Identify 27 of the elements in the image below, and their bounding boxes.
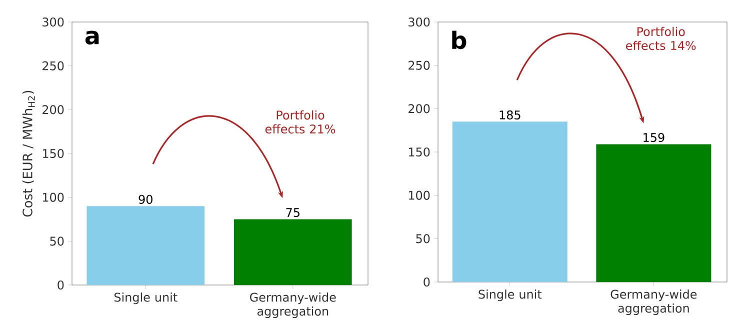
y-tick-label: 200 (42, 105, 64, 114)
x-tick-label: Germany-wide aggregation (250, 292, 336, 318)
chart-title: a (85, 30, 99, 45)
y-tick-label: 150 (42, 148, 64, 158)
y-axis-title: Cost (EUR / MWh$_{H2}$) (22, 90, 35, 217)
y-tick-label: 0 (58, 280, 64, 290)
y-tick-label: 100 (408, 190, 430, 200)
y-tick-label: 300 (42, 17, 64, 27)
chart-title: b (452, 30, 466, 50)
y-tick-label: 200 (408, 104, 430, 114)
y-tick-label: 300 (408, 17, 430, 27)
x-tick-label: Single unit (478, 290, 542, 302)
data-label: 90 (138, 194, 152, 204)
y-tick-label: 150 (408, 147, 430, 157)
data-label: 185 (500, 110, 520, 120)
y-tick-label: 0 (424, 277, 430, 287)
annotation: Portfolio effects 21% (265, 110, 336, 134)
y-tick-label: 50 (50, 236, 64, 246)
data-label: 75 (286, 208, 300, 218)
y-tick-label: 250 (408, 60, 430, 70)
y-tick-label: 100 (42, 192, 64, 202)
x-tick-label: Single unit (114, 292, 178, 304)
annotation: Portfolio effects 14% (626, 26, 696, 50)
y-tick-label: 250 (42, 61, 64, 70)
y-tick-label: 50 (416, 234, 430, 244)
x-tick-label: Germany-wide aggregation (610, 290, 697, 316)
data-label: 159 (644, 132, 664, 142)
